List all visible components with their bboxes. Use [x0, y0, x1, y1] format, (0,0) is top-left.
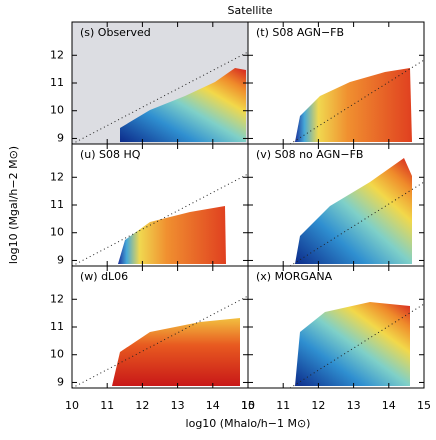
- x-tick-label: 12: [311, 399, 325, 412]
- panel-title: (s) Observed: [80, 26, 151, 39]
- density-map: [295, 158, 412, 264]
- y-tick-label: 11: [50, 320, 64, 333]
- x-tick-label: 12: [135, 399, 149, 412]
- density-map: [295, 68, 412, 142]
- y-tick-label: 9: [57, 375, 64, 388]
- x-tick-label: 13: [171, 399, 185, 412]
- panel-title: (w) dL06: [80, 270, 128, 283]
- x-tick-label: 10: [241, 399, 255, 412]
- panel-title: (u) S08 HQ: [80, 148, 141, 161]
- panel-title: (x) MORGANA: [256, 270, 333, 283]
- x-tick-label: 10: [65, 399, 79, 412]
- y-tick-label: 12: [50, 48, 64, 61]
- y-tick-label: 9: [57, 253, 64, 266]
- panel-title: (v) S08 no AGN−FB: [256, 148, 363, 161]
- y-tick-label: 12: [50, 292, 64, 305]
- density-map: [112, 318, 240, 386]
- x-tick-label: 14: [382, 399, 396, 412]
- y-tick-label: 10: [50, 104, 64, 117]
- x-tick-label: 11: [276, 399, 290, 412]
- y-tick-label: 11: [50, 76, 64, 89]
- y-tick-label: 9: [57, 131, 64, 144]
- x-tick-label: 14: [206, 399, 220, 412]
- x-axis-label: log10 (Mhalo/h−1 M⊙): [186, 417, 311, 430]
- density-map: [295, 302, 410, 386]
- density-map: [118, 206, 226, 264]
- figure-title: Satellite: [227, 4, 272, 17]
- panel-title: (t) S08 AGN−FB: [256, 26, 344, 39]
- x-tick-label: 15: [417, 399, 431, 412]
- x-tick-label: 13: [347, 399, 361, 412]
- y-tick-label: 10: [50, 226, 64, 239]
- y-tick-label: 12: [50, 170, 64, 183]
- density-map: [120, 68, 246, 142]
- y-tick-label: 11: [50, 198, 64, 211]
- x-tick-label: 15: [241, 399, 255, 412]
- x-tick-label: 11: [100, 399, 114, 412]
- y-axis-label: log10 (Mgal/h−2 M⊙): [7, 146, 20, 264]
- y-tick-label: 10: [50, 348, 64, 361]
